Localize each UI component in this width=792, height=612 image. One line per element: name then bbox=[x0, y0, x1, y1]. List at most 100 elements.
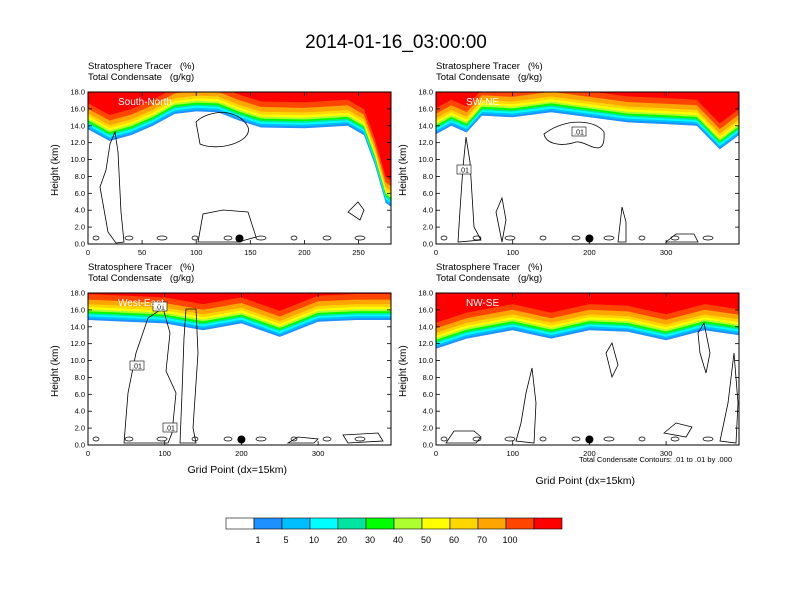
condensate-contour bbox=[495, 196, 507, 243]
contour-label-box bbox=[571, 126, 587, 137]
colorbar-label: 10 bbox=[309, 535, 319, 545]
y-tick-label: 14.0 bbox=[418, 121, 433, 130]
colorbar-label: 5 bbox=[283, 535, 288, 545]
contour-label-box bbox=[129, 360, 145, 371]
colorbar-swatch bbox=[225, 517, 255, 530]
condensate-contour-small bbox=[191, 235, 199, 241]
y-tick-label: 0.0 bbox=[423, 441, 433, 450]
contour-label-box bbox=[162, 422, 178, 433]
panel-title: Stratosphere Tracer (%) Total Condensate… bbox=[436, 262, 543, 284]
y-tick-label: 18.0 bbox=[418, 289, 433, 298]
y-tick-label: 10.0 bbox=[70, 155, 85, 164]
contour-label: .01 bbox=[459, 168, 469, 175]
y-tick-label: 6.0 bbox=[75, 390, 85, 399]
condensate-contour-small bbox=[539, 436, 547, 442]
condensate-contour bbox=[617, 206, 627, 243]
condensate-contour-small bbox=[670, 436, 680, 442]
panel-label: NW-SE bbox=[466, 298, 499, 309]
x-tick-label: 300 bbox=[312, 449, 325, 458]
condensate-contour bbox=[342, 432, 384, 444]
y-tick-label: 14.0 bbox=[70, 322, 85, 331]
y-tick-label: 12.0 bbox=[418, 138, 433, 147]
y-tick-label: 8.0 bbox=[75, 373, 85, 382]
condensate-contour bbox=[195, 112, 249, 148]
condensate-contour bbox=[445, 430, 482, 444]
colorbar-swatch bbox=[533, 517, 563, 530]
y-tick-label: 6.0 bbox=[423, 189, 433, 198]
condensate-contour-small bbox=[504, 436, 516, 442]
panel-title: Stratosphere Tracer (%) Total Condensate… bbox=[88, 262, 195, 284]
colorbar-swatch bbox=[421, 517, 451, 530]
y-tick-label: 8.0 bbox=[423, 172, 433, 181]
contour-label: .01 bbox=[165, 426, 175, 433]
condensate-contour-small bbox=[290, 235, 298, 241]
condensate-contour bbox=[515, 367, 537, 444]
condensate-contour bbox=[457, 136, 482, 243]
panel-west-east: .01.01.01West-East0.02.04.06.08.010.012.… bbox=[70, 289, 392, 458]
y-axis-label: Height (km) bbox=[50, 144, 61, 196]
x-axis-label: Grid Point (dx=15km) bbox=[187, 464, 288, 476]
tracer-band bbox=[88, 92, 391, 198]
condensate-contour-small bbox=[354, 436, 366, 442]
x-tick-label: 300 bbox=[660, 449, 673, 458]
y-axis-label: Height (km) bbox=[398, 144, 409, 196]
colorbar-swatch bbox=[477, 517, 507, 530]
condensate-contour bbox=[347, 201, 365, 221]
condensate-contour-small bbox=[322, 436, 332, 442]
y-axis-label: Height (km) bbox=[50, 345, 61, 397]
condensate-contour bbox=[664, 233, 699, 243]
panel-label: South-North bbox=[118, 97, 172, 108]
x-tick-label: 100 bbox=[158, 449, 171, 458]
y-tick-label: 10.0 bbox=[70, 356, 85, 365]
x-axis-label: Grid Point (dx=15km) bbox=[535, 475, 636, 487]
y-tick-label: 14.0 bbox=[70, 121, 85, 130]
x-tick-label: 0 bbox=[86, 248, 90, 257]
y-tick-label: 8.0 bbox=[423, 373, 433, 382]
condensate-contour-small bbox=[92, 436, 100, 442]
x-tick-label: 150 bbox=[244, 248, 257, 257]
y-tick-label: 2.0 bbox=[423, 223, 433, 232]
x-tick-label: 0 bbox=[86, 449, 90, 458]
y-tick-label: 18.0 bbox=[70, 88, 85, 97]
condensate-contour-small bbox=[539, 235, 547, 241]
x-tick-label: 250 bbox=[352, 248, 365, 257]
condensate-contour-small bbox=[92, 235, 100, 241]
x-tick-label: 0 bbox=[434, 248, 438, 257]
tracer-band bbox=[88, 293, 391, 317]
plot-area bbox=[88, 92, 391, 244]
condensate-contour bbox=[605, 341, 619, 379]
y-tick-label: 12.0 bbox=[70, 138, 85, 147]
y-tick-label: 2.0 bbox=[75, 223, 85, 232]
condensate-contour-small bbox=[255, 235, 267, 241]
contour-footnote: Total Condensate Contours: .01 to .01 by… bbox=[579, 455, 733, 464]
colorbar-label: 1 bbox=[255, 535, 260, 545]
panel-sw-ne: .01 .01 SW-NE 0.0 2.0 4.0 6.0 8.0 10.0 12.0 14.0 16… bbox=[418, 88, 740, 257]
panel-label: SW-NE bbox=[466, 97, 499, 108]
plot-frame bbox=[435, 292, 740, 446]
y-tick-label: 10.0 bbox=[418, 155, 433, 164]
condensate-contour-small bbox=[702, 436, 714, 442]
colorbar-label: 60 bbox=[449, 535, 459, 545]
y-tick-label: 6.0 bbox=[423, 390, 433, 399]
y-tick-label: 4.0 bbox=[75, 407, 85, 416]
condensate-contour-small bbox=[156, 235, 168, 241]
condensate-contour-small bbox=[571, 436, 581, 442]
contour-label: .01 bbox=[155, 305, 165, 312]
condensate-contour bbox=[663, 422, 693, 438]
y-tick-label: 18.0 bbox=[418, 88, 433, 97]
condensate-contour-small bbox=[223, 436, 233, 442]
condensate-contour-small bbox=[504, 235, 516, 241]
y-tick-label: 16.0 bbox=[70, 305, 85, 314]
x-tick-label: 50 bbox=[138, 248, 146, 257]
tracer-band bbox=[88, 92, 391, 200]
condensate-contour-small bbox=[124, 235, 134, 241]
panel-label: West-East bbox=[118, 298, 164, 309]
y-tick-label: 16.0 bbox=[70, 104, 85, 113]
condensate-contour bbox=[99, 130, 125, 244]
y-tick-label: 0.0 bbox=[75, 441, 85, 450]
colorbar-label: 30 bbox=[365, 535, 375, 545]
colorbar-swatch bbox=[309, 517, 339, 530]
contour-label-box bbox=[152, 301, 168, 312]
condensate-contour-small bbox=[223, 235, 233, 241]
